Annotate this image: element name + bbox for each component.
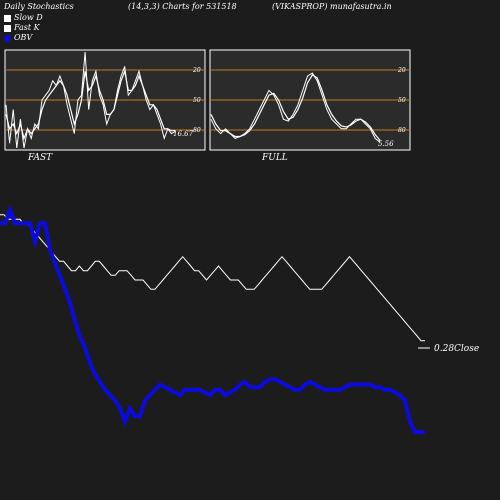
full-ytick-50: 50: [398, 97, 406, 104]
close-line: [0, 214, 425, 342]
legend-fast-k: Fast K: [4, 23, 43, 33]
header-right: (VIKASPROP) munafasutra.in: [272, 2, 392, 11]
full-ytick-80: 80: [398, 127, 406, 134]
fast-ytick-20: 20: [192, 67, 201, 74]
obv-line: [0, 204, 425, 435]
legend-slow-d-label: Slow D: [14, 13, 43, 22]
fast-slow_d-line: [5, 68, 175, 141]
legend-obv: OBV: [4, 33, 43, 43]
slow-d-swatch-icon: [4, 14, 11, 22]
legend: Slow D Fast K OBV: [4, 13, 43, 43]
legend-obv-label: OBV: [14, 33, 33, 42]
full-last-value-label: 5.56: [378, 140, 394, 148]
legend-fast-k-label: Fast K: [14, 23, 40, 32]
fast-panel-label: FAST: [28, 153, 53, 163]
header-left: Daily Stochastics: [4, 2, 74, 11]
legend-slow-d: Slow D: [4, 13, 43, 23]
full-d-line: [210, 74, 381, 141]
fast-last-value-label: 16.67: [173, 130, 194, 138]
header-center: (14,3,3) Charts for 531518: [128, 2, 237, 11]
fast-ytick-50: 50: [193, 97, 201, 104]
fast-k-swatch-icon: [4, 24, 11, 32]
full-ytick-20: 20: [397, 67, 406, 74]
full-panel-label: FULL: [262, 153, 288, 163]
obv-swatch-icon: [4, 34, 11, 42]
fast-ytick-80: 80: [193, 127, 201, 134]
close-last-value-label: 0.28Close: [434, 344, 479, 354]
fast-fast_k-line: [5, 51, 176, 149]
